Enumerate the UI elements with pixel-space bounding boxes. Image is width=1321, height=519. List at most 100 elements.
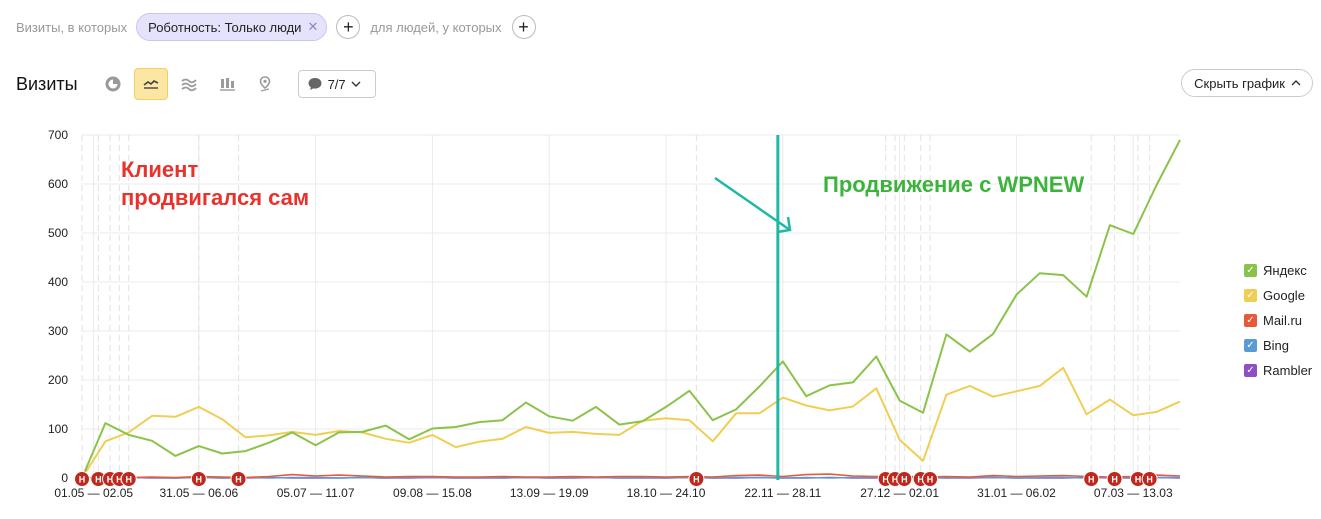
series-line-Mail.ru bbox=[81, 473, 1181, 479]
note-marker-label: Н bbox=[79, 475, 86, 485]
legend-item[interactable]: ✓ Rambler bbox=[1244, 358, 1312, 383]
y-tick-label: 600 bbox=[48, 177, 68, 191]
note-marker-label: Н bbox=[125, 475, 132, 485]
pie-chart-icon bbox=[105, 76, 121, 92]
note-marker-label: Н bbox=[116, 475, 123, 485]
x-tick-label: 07.03 — 13.03 bbox=[1094, 486, 1173, 500]
note-marker[interactable]: Н bbox=[1141, 471, 1158, 487]
note-marker-label: Н bbox=[892, 475, 899, 485]
chart-legend: ✓ Яндекс ✓ Google ✓ Mail.ru ✓ Bing ✓ Rambler bbox=[1244, 258, 1312, 383]
segment-filter-row: Визиты, в которых Роботность: Только люд… bbox=[16, 12, 546, 42]
line-chart-button[interactable] bbox=[133, 68, 168, 100]
checkmark-icon: ✓ bbox=[1244, 339, 1257, 352]
note-marker-circle bbox=[1141, 471, 1158, 487]
arrow-head bbox=[776, 216, 792, 234]
x-tick-label: 05.07 — 11.07 bbox=[277, 486, 355, 500]
checkmark-icon: ✓ bbox=[1244, 289, 1257, 302]
line-chart-icon bbox=[143, 80, 158, 89]
y-tick-label: 400 bbox=[48, 275, 68, 289]
chevron-up-icon bbox=[1291, 80, 1301, 86]
x-tick-label: 31.05 — 06.06 bbox=[159, 486, 238, 500]
visits-line-chart: 0 100 200 300 400 500 600 700 01.05 — 02.05 31.05… bbox=[48, 128, 1181, 500]
chart-title: Визиты bbox=[16, 73, 78, 94]
bar-chart-button[interactable] bbox=[210, 68, 244, 100]
y-tick-label: 0 bbox=[61, 471, 68, 485]
note-marker[interactable]: Н bbox=[230, 471, 247, 487]
pie-chart-button[interactable] bbox=[96, 68, 130, 100]
map-button[interactable] bbox=[248, 68, 282, 100]
note-marker-circle bbox=[1083, 471, 1100, 487]
note-marker-label: Н bbox=[1111, 475, 1118, 485]
legend-item[interactable]: ✓ Google bbox=[1244, 283, 1312, 308]
note-marker-label: Н bbox=[901, 475, 908, 485]
people-filter-label: для людей, у которых bbox=[370, 19, 502, 35]
legend-label: Rambler bbox=[1263, 363, 1313, 378]
x-tick-label: 18.10 — 24.10 bbox=[627, 486, 706, 500]
arrow-shaft bbox=[714, 176, 791, 232]
robotness-filter-chip[interactable]: Роботность: Только люди ✕ bbox=[136, 13, 328, 41]
legend-item[interactable]: ✓ Mail.ru bbox=[1244, 308, 1312, 333]
y-tick-label: 700 bbox=[48, 128, 68, 142]
x-tick-label: 09.08 — 15.08 bbox=[393, 486, 472, 500]
note-marker-label: Н bbox=[927, 475, 934, 485]
add-visit-filter-button[interactable]: + bbox=[336, 15, 361, 39]
note-marker[interactable]: Н bbox=[688, 471, 705, 487]
note-marker[interactable]: Н bbox=[1106, 471, 1123, 487]
note-marker-circle bbox=[896, 471, 913, 487]
note-marker[interactable]: Н bbox=[74, 471, 90, 487]
annotation-text: продвигался сам bbox=[121, 185, 309, 210]
hide-chart-button[interactable]: Скрыть график bbox=[1181, 69, 1313, 97]
y-tick-label: 500 bbox=[48, 226, 68, 240]
hide-chart-label: Скрыть график bbox=[1194, 75, 1285, 91]
legend-label: Mail.ru bbox=[1263, 313, 1303, 328]
note-marker[interactable]: Н bbox=[190, 471, 207, 487]
note-marker-label: Н bbox=[693, 475, 700, 485]
comment-icon bbox=[308, 78, 322, 90]
legend-label: Bing bbox=[1263, 338, 1290, 353]
x-tick-label: 01.05 — 02.05 bbox=[54, 486, 133, 500]
note-marker-circle bbox=[120, 471, 137, 487]
map-pin-icon bbox=[259, 76, 270, 92]
note-marker-label: Н bbox=[1146, 475, 1153, 485]
series-line-Bing bbox=[81, 476, 1180, 479]
x-tick-label: 31.01 — 06.02 bbox=[977, 486, 1056, 500]
legend-label: Google bbox=[1263, 288, 1305, 303]
series-line-Google bbox=[81, 366, 1181, 479]
notes-dropdown[interactable]: 7/7 bbox=[297, 70, 376, 98]
remove-filter-icon[interactable]: ✕ bbox=[307, 19, 319, 34]
add-people-filter-button[interactable]: + bbox=[511, 15, 536, 39]
note-marker-label: Н bbox=[107, 475, 114, 485]
note-marker[interactable]: Н bbox=[1083, 471, 1100, 487]
stacked-area-icon bbox=[181, 78, 197, 92]
note-marker-label: Н bbox=[1088, 475, 1095, 485]
note-marker-circle bbox=[74, 471, 90, 487]
legend-item[interactable]: ✓ Bing bbox=[1244, 333, 1312, 358]
note-marker-circle bbox=[1106, 471, 1123, 487]
checkmark-icon: ✓ bbox=[1244, 264, 1257, 277]
notes-count: 7/7 bbox=[327, 76, 346, 92]
note-marker-circle bbox=[922, 471, 939, 487]
y-tick-label: 300 bbox=[48, 324, 68, 338]
legend-item[interactable]: ✓ Яндекс bbox=[1244, 258, 1312, 283]
series-line-Яндекс bbox=[81, 139, 1181, 479]
bar-chart-icon bbox=[219, 78, 235, 91]
note-marker[interactable]: Н bbox=[120, 471, 137, 487]
note-marker-label: Н bbox=[235, 475, 242, 485]
note-marker-circle bbox=[688, 471, 705, 487]
x-tick-label: 22.11 — 28.11 bbox=[744, 486, 821, 500]
note-marker[interactable]: Н bbox=[922, 471, 939, 487]
note-marker-circle bbox=[230, 471, 247, 487]
note-marker-label: Н bbox=[882, 475, 889, 485]
stacked-area-button[interactable] bbox=[172, 68, 206, 100]
annotation-text: Клиент bbox=[121, 157, 198, 182]
checkmark-icon: ✓ bbox=[1244, 314, 1257, 327]
y-tick-label: 200 bbox=[48, 373, 68, 387]
chevron-down-icon bbox=[351, 81, 361, 87]
note-marker-label: Н bbox=[917, 475, 924, 485]
checkmark-icon: ✓ bbox=[1244, 364, 1257, 377]
annotation-text: Продвижение с WPNEW bbox=[823, 172, 1084, 197]
x-tick-label: 27.12 — 02.01 bbox=[860, 486, 939, 500]
filter-prefix: Визиты, в которых bbox=[16, 19, 128, 35]
note-marker[interactable]: Н bbox=[896, 471, 913, 487]
x-tick-label: 13.09 — 19.09 bbox=[510, 486, 589, 500]
